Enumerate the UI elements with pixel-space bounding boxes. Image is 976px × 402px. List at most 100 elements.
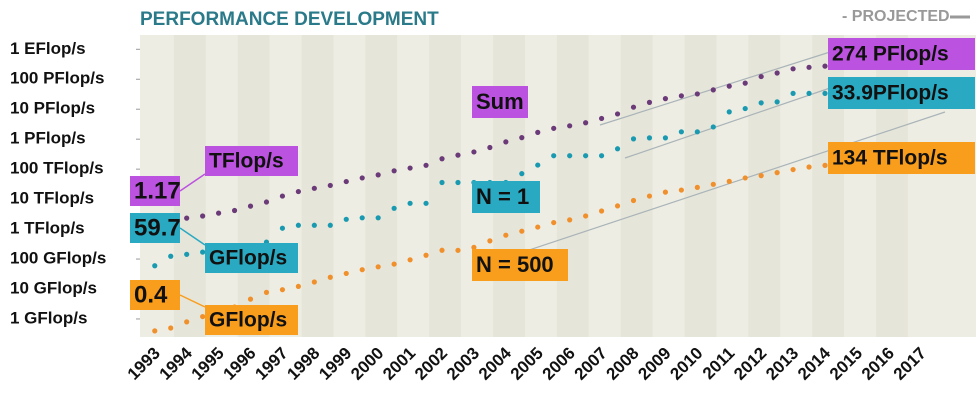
- data-point: [742, 105, 748, 112]
- end-value: 134 TFlop/s: [832, 147, 948, 170]
- x-tick-label: 2011: [699, 344, 739, 384]
- x-tick-label: 2014: [794, 343, 835, 384]
- data-point: [710, 181, 716, 187]
- start-value: 0.4: [134, 281, 168, 308]
- x-tick-label: 2012: [730, 344, 770, 384]
- data-point: [742, 175, 748, 181]
- data-point: [726, 178, 732, 184]
- data-point: [774, 70, 780, 76]
- data-point: [295, 188, 301, 195]
- data-point: [822, 63, 828, 69]
- data-point: [503, 232, 509, 238]
- x-tick-label: 2016: [858, 344, 898, 384]
- year-band: [684, 35, 717, 337]
- y-tick-label: 100 TFlop/s: [10, 159, 104, 178]
- data-point: [343, 216, 349, 222]
- series-name-box: [472, 181, 540, 213]
- series-name: Sum: [476, 89, 524, 114]
- data-point: [359, 215, 365, 221]
- data-point: [742, 80, 748, 86]
- data-point: [263, 199, 270, 205]
- data-point: [343, 178, 349, 185]
- data-point: [295, 222, 301, 228]
- end-value: 33.9PFlop/s: [832, 82, 949, 105]
- data-point: [279, 225, 286, 231]
- data-point: [662, 96, 669, 102]
- data-point: [583, 213, 589, 219]
- data-point: [662, 135, 669, 141]
- data-point: [614, 203, 621, 209]
- data-point: [327, 182, 333, 189]
- data-point: [279, 193, 286, 199]
- data-point: [678, 187, 684, 193]
- data-point: [806, 164, 812, 170]
- data-point: [535, 224, 541, 230]
- data-point: [646, 193, 653, 199]
- data-point: [551, 153, 557, 159]
- data-point: [439, 179, 445, 186]
- data-point: [311, 185, 317, 191]
- start-value-box: [130, 280, 180, 310]
- data-point: [407, 257, 413, 263]
- data-point: [407, 200, 413, 206]
- data-point: [694, 129, 700, 135]
- x-tick-label: 2002: [411, 344, 451, 384]
- year-band: [620, 35, 653, 337]
- data-point: [567, 153, 573, 159]
- data-point: [263, 289, 270, 295]
- data-point: [646, 99, 653, 105]
- data-point: [391, 261, 397, 267]
- data-point: [184, 319, 190, 325]
- data-point: [519, 171, 525, 177]
- year-band: [365, 35, 398, 337]
- year-band: [556, 35, 589, 337]
- data-point: [614, 111, 621, 117]
- data-point: [774, 99, 780, 105]
- data-point: [375, 215, 381, 221]
- data-point: [279, 287, 286, 293]
- start-unit: GFlop/s: [209, 309, 287, 332]
- data-point: [200, 213, 206, 219]
- data-point: [583, 153, 589, 159]
- data-point: [790, 66, 796, 72]
- data-point: [184, 215, 190, 221]
- label-connector: [179, 294, 206, 308]
- data-point: [694, 91, 700, 97]
- data-point: [471, 244, 477, 250]
- data-point: [168, 253, 174, 259]
- data-point: [822, 90, 828, 96]
- year-band: [780, 35, 813, 337]
- data-point: [551, 125, 557, 131]
- x-tick-label: 2009: [634, 344, 674, 384]
- x-tick-label: 2000: [347, 344, 387, 384]
- data-point: [694, 184, 700, 190]
- data-point: [598, 115, 605, 122]
- data-point: [247, 203, 254, 209]
- data-point: [375, 172, 381, 178]
- data-point: [662, 189, 669, 195]
- x-tick-label: 2006: [539, 344, 579, 384]
- x-tick-label: 1996: [220, 344, 260, 384]
- data-point: [168, 325, 174, 331]
- y-tick-label: 10 GFlop/s: [10, 278, 97, 297]
- data-point: [215, 210, 222, 216]
- data-point: [200, 313, 206, 320]
- start-unit: TFlop/s: [209, 150, 284, 173]
- y-tick-label: 100 GFlop/s: [10, 249, 106, 268]
- x-tick-label: 1998: [283, 344, 323, 384]
- series-name: N = 500: [476, 252, 554, 277]
- x-tick-label: 2001: [379, 344, 419, 384]
- year-band: [237, 35, 270, 337]
- series-name-box: [472, 86, 528, 118]
- data-point: [423, 200, 429, 206]
- year-band: [397, 35, 430, 337]
- end-value-box: [828, 38, 975, 70]
- data-point: [152, 328, 158, 334]
- x-tick-label: 2004: [475, 343, 516, 384]
- data-point: [455, 152, 461, 158]
- x-tick-label: 1997: [251, 344, 291, 384]
- projected-label: - PROJECTED: [842, 8, 950, 25]
- chart-title: PERFORMANCE DEVELOPMENT: [140, 9, 439, 30]
- y-tick-label: 1 EFlop/s: [10, 39, 86, 58]
